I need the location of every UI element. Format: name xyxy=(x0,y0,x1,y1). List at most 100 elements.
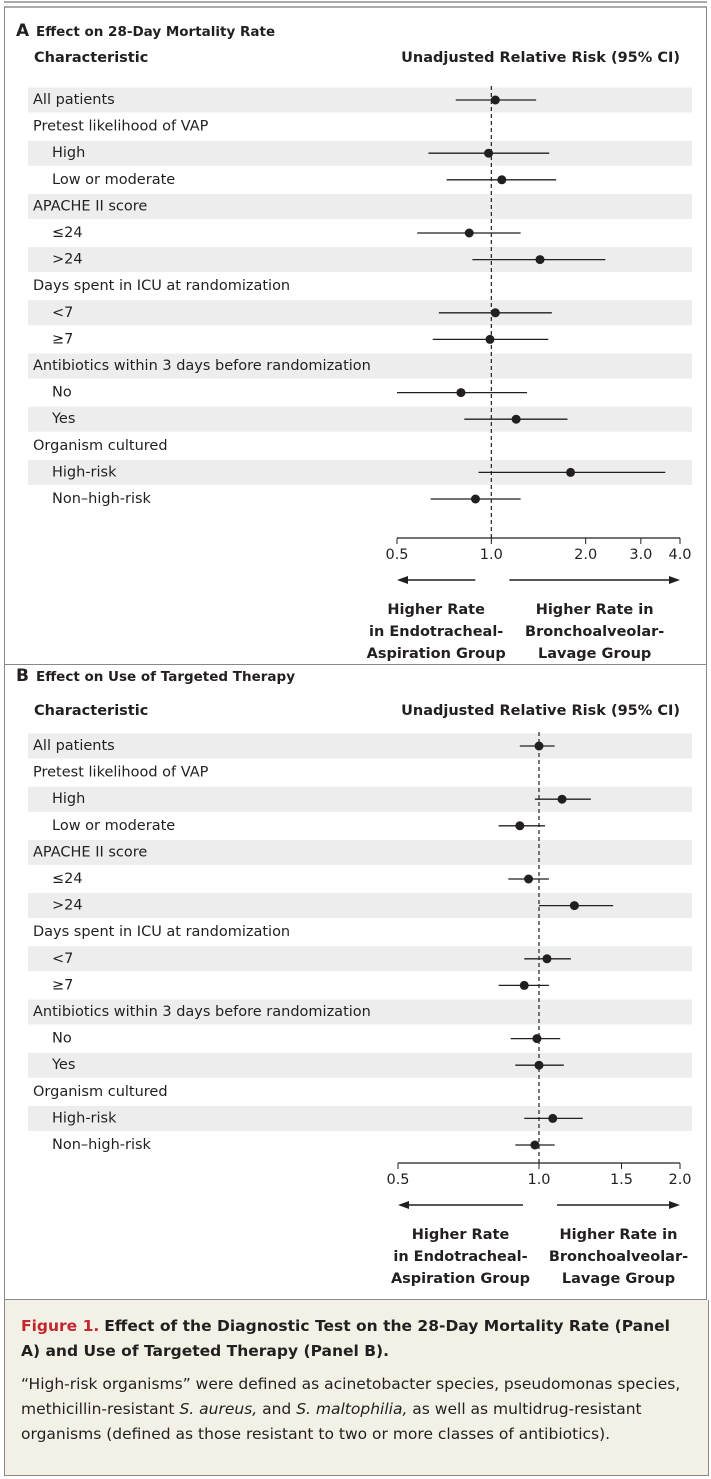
panel-title: Effect on 28-Day Mortality Rate xyxy=(36,24,275,40)
subgroup-label: No xyxy=(52,385,72,401)
row-band xyxy=(28,839,692,865)
row-label: Pretest likelihood of VAP xyxy=(33,119,209,135)
subgroup-label: High xyxy=(52,145,85,161)
point-estimate xyxy=(569,901,579,911)
point-estimate xyxy=(490,308,500,318)
subgroup-label: Low or moderate xyxy=(52,818,175,834)
subgroup-label: Non–high-risk xyxy=(52,1137,152,1153)
column-header: Characteristic xyxy=(34,50,148,66)
point-estimate xyxy=(557,794,567,804)
row-band xyxy=(28,87,692,113)
point-estimate xyxy=(530,1140,540,1150)
caption-text: and xyxy=(257,1400,297,1418)
direction-label: Aspiration Group xyxy=(367,646,506,662)
subgroup-label: High xyxy=(52,791,85,807)
subgroup-label: ≤24 xyxy=(52,871,83,887)
panel-letter: B xyxy=(16,666,29,686)
direction-label: Higher Rate xyxy=(412,1227,510,1243)
arrow-head xyxy=(669,1201,680,1209)
subgroup-label: <7 xyxy=(52,305,73,321)
direction-label: in Endotracheal- xyxy=(393,1249,527,1265)
row-label: All patients xyxy=(33,92,115,108)
row-band xyxy=(28,786,692,812)
point-estimate xyxy=(485,334,495,344)
subgroup-label: ≥7 xyxy=(52,977,73,993)
row-band xyxy=(28,1052,692,1078)
row-band xyxy=(28,353,692,379)
column-header: Unadjusted Relative Risk (95% CI) xyxy=(401,50,680,66)
row-band xyxy=(28,300,692,326)
row-label: Organism cultured xyxy=(33,438,168,454)
direction-label: in Endotracheal- xyxy=(369,624,503,640)
subgroup-label: >24 xyxy=(52,252,83,268)
subgroup-label: High-risk xyxy=(52,464,117,480)
direction-label: Bronchoalveolar- xyxy=(525,624,664,640)
x-tick-label: 2.0 xyxy=(574,547,597,563)
caption-body: “High-risk organisms” were defined as ac… xyxy=(21,1372,692,1447)
row-label: Antibiotics within 3 days before randomi… xyxy=(33,1004,371,1020)
figure-label: Figure 1. xyxy=(21,1317,100,1335)
subgroup-label: No xyxy=(52,1031,72,1047)
row-band xyxy=(28,733,692,759)
caption-italic: S. maltophilia, xyxy=(296,1400,408,1418)
row-band xyxy=(28,193,692,219)
direction-label: Higher Rate xyxy=(387,602,485,618)
row-band xyxy=(28,140,692,166)
column-header: Characteristic xyxy=(34,703,148,719)
row-band xyxy=(28,1105,692,1131)
point-estimate xyxy=(515,821,525,831)
arrow-head xyxy=(398,1201,409,1209)
caption-text: “High-risk organisms” were defined as ac… xyxy=(21,1375,681,1418)
subgroup-label: ≤24 xyxy=(52,225,83,241)
direction-label: Higher Rate in xyxy=(560,1227,678,1243)
point-estimate xyxy=(566,467,576,477)
row-label: APACHE II score xyxy=(33,844,147,860)
row-band xyxy=(28,946,692,972)
row-label: Pretest likelihood of VAP xyxy=(33,765,209,781)
panel-letter: A xyxy=(16,21,30,41)
point-estimate xyxy=(490,95,500,105)
row-label: Days spent in ICU at randomization xyxy=(33,924,290,940)
subgroup-label: High-risk xyxy=(52,1110,117,1126)
point-estimate xyxy=(519,980,529,990)
subgroup-label: ≥7 xyxy=(52,331,73,347)
point-estimate xyxy=(511,414,521,424)
x-tick-label: 2.0 xyxy=(668,1172,691,1188)
row-band xyxy=(28,406,692,432)
direction-label: Lavage Group xyxy=(538,646,651,662)
arrow-head xyxy=(669,576,680,584)
point-estimate xyxy=(542,954,552,964)
row-label: Antibiotics within 3 days before randomi… xyxy=(33,358,371,374)
subgroup-label: >24 xyxy=(52,898,83,914)
caption-heading: Figure 1. Effect of the Diagnostic Test … xyxy=(21,1314,692,1364)
point-estimate xyxy=(484,148,494,158)
subgroup-label: Low or moderate xyxy=(52,172,175,188)
point-estimate xyxy=(524,874,534,884)
direction-label: Lavage Group xyxy=(562,1271,675,1287)
point-estimate xyxy=(497,175,507,185)
x-tick-label: 0.5 xyxy=(386,1172,409,1188)
direction-label: Aspiration Group xyxy=(391,1271,530,1287)
point-estimate xyxy=(470,494,480,504)
chart: A Effect on 28-Day Mortality Rate Characte… xyxy=(4,1,707,1300)
direction-label: Bronchoalveolar- xyxy=(549,1249,688,1265)
row-label: Organism cultured xyxy=(33,1084,168,1100)
caption-italic: S. aureus, xyxy=(179,1400,258,1418)
column-header: Unadjusted Relative Risk (95% CI) xyxy=(401,703,680,719)
subgroup-label: Non–high-risk xyxy=(52,491,152,507)
point-estimate xyxy=(534,741,544,751)
point-estimate xyxy=(532,1034,542,1044)
direction-label: Higher Rate in xyxy=(536,602,654,618)
row-label: APACHE II score xyxy=(33,198,147,214)
point-estimate xyxy=(534,1060,544,1070)
x-tick-label: 1.5 xyxy=(610,1172,633,1188)
subgroup-label: Yes xyxy=(51,411,75,427)
x-tick-label: 3.0 xyxy=(629,547,652,563)
x-tick-label: 0.5 xyxy=(385,547,408,563)
row-label: Days spent in ICU at randomization xyxy=(33,278,290,294)
x-tick-label: 1.0 xyxy=(480,547,503,563)
caption-text: as well as multidrug-resistant organisms… xyxy=(21,1400,642,1443)
row-label: All patients xyxy=(33,738,115,754)
subgroup-label: <7 xyxy=(52,951,73,967)
point-estimate xyxy=(464,228,474,238)
